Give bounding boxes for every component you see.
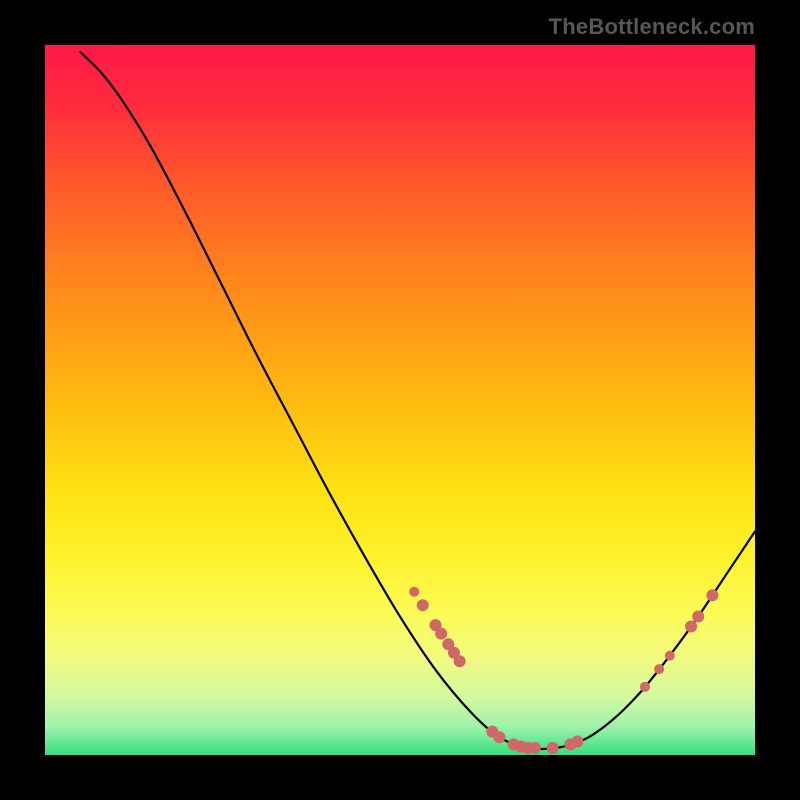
data-marker	[665, 651, 675, 661]
data-marker	[654, 664, 664, 674]
data-marker	[529, 742, 541, 754]
watermark-text: TheBottleneck.com	[549, 14, 755, 40]
data-marker	[706, 589, 718, 601]
chart-container: TheBottleneck.com	[0, 0, 800, 800]
data-marker	[685, 620, 697, 632]
data-marker	[640, 682, 650, 692]
data-marker	[409, 587, 419, 597]
data-marker	[417, 599, 429, 611]
data-marker	[493, 731, 505, 743]
plot-area	[45, 45, 755, 755]
bottleneck-curve	[81, 52, 756, 749]
data-marker	[547, 742, 559, 754]
data-marker	[692, 611, 704, 623]
marker-group	[409, 587, 718, 754]
data-marker	[435, 628, 447, 640]
data-marker	[572, 736, 584, 748]
curve-layer	[45, 45, 755, 755]
data-marker	[454, 655, 466, 667]
